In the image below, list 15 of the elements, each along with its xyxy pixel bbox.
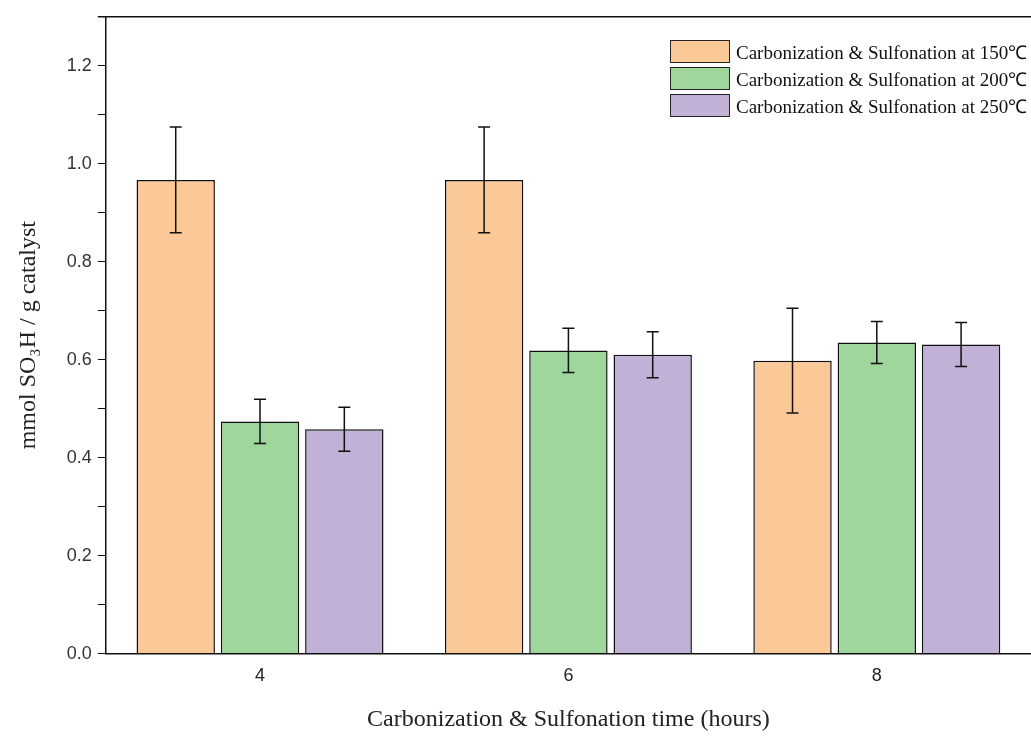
y-tick-label: 0.8: [66, 250, 92, 271]
x-axis-title: Carbonization & Sulfonation time (hours): [367, 704, 770, 731]
x-tick-label: 6: [563, 665, 574, 686]
y-tick-label: 0.4: [66, 446, 92, 467]
x-tick-label: 8: [871, 665, 882, 686]
x-tick-label: 4: [255, 665, 266, 686]
y-tick-label: 1.2: [66, 54, 92, 75]
y-tick-label: 1.0: [66, 152, 92, 173]
legend-label: Carbonization & Sulfonation at 150℃: [736, 40, 1028, 65]
text: 0.0: [66, 642, 92, 663]
y-axis-title: mmol SO₃H / g catalyst: [13, 220, 40, 450]
legend-label: Carbonization & Sulfonation at 250℃: [736, 94, 1028, 119]
legend-label: Carbonization & Sulfonation at 200℃: [736, 67, 1028, 92]
y-tick-label: 0.6: [66, 348, 92, 369]
y-tick-label: 0.2: [66, 544, 92, 565]
